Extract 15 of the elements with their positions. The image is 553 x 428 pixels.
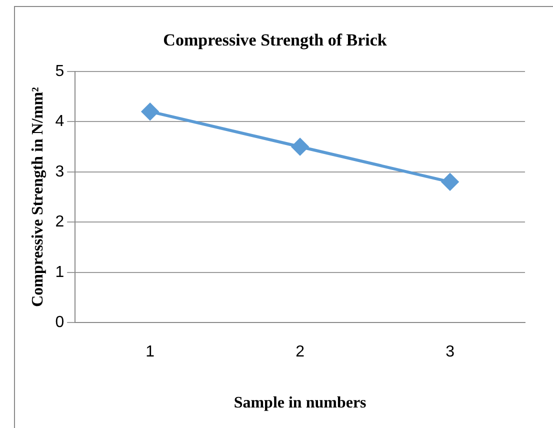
chart-title: Compressive Strength of Brick (163, 30, 388, 50)
x-tick-label: 1 (146, 344, 155, 361)
x-tick-label: 2 (296, 344, 305, 361)
point (292, 138, 309, 156)
y-tick-label: 0 (55, 314, 64, 332)
y-tick-label: 4 (55, 113, 64, 130)
y-axis-title: Compressive Strength in N/mm² (30, 86, 47, 307)
y-tick-label: 5 (55, 62, 64, 80)
x-tick-label: 3 (446, 344, 455, 361)
point (442, 173, 459, 190)
y-tick-label: 2 (55, 214, 64, 231)
x-axis-title: Sample in numbers (234, 394, 366, 412)
y-tick-label: 1 (55, 264, 64, 281)
y-tick-label: 3 (55, 163, 64, 180)
point (142, 103, 159, 120)
